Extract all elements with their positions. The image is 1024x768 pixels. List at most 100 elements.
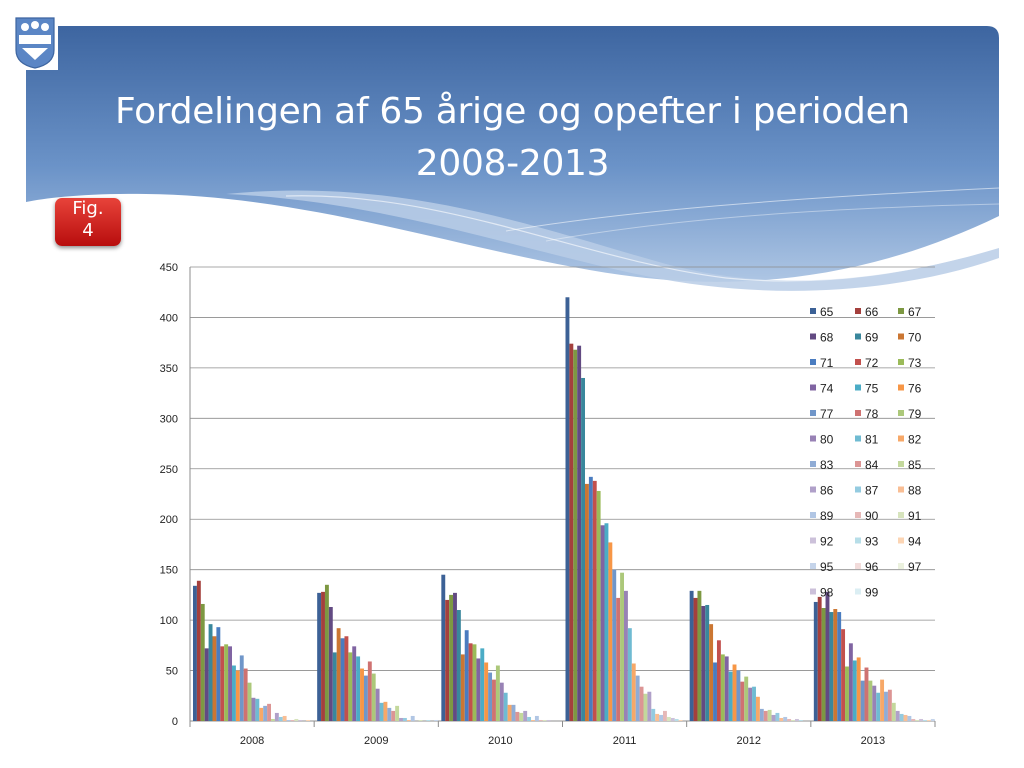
bar — [639, 686, 644, 721]
legend-swatch — [810, 410, 816, 416]
bar — [426, 719, 431, 721]
bar — [573, 349, 578, 721]
bar — [317, 592, 322, 721]
bar — [324, 584, 329, 721]
legend-label: 77 — [820, 407, 834, 421]
bar — [899, 713, 904, 721]
bar — [476, 658, 481, 721]
legend-swatch — [898, 410, 904, 416]
legend-label: 90 — [865, 509, 879, 523]
bar — [791, 719, 795, 721]
bar — [868, 680, 873, 721]
bar — [736, 670, 741, 721]
bar — [523, 710, 528, 721]
legend-swatch — [855, 537, 861, 544]
bar — [647, 691, 652, 721]
bar — [763, 710, 768, 721]
bar — [290, 719, 295, 721]
legend-label: 75 — [865, 382, 879, 396]
legend-label: 69 — [865, 331, 879, 345]
bar — [534, 715, 539, 721]
bar — [748, 687, 753, 721]
bar — [627, 628, 632, 721]
bar — [224, 644, 229, 721]
bar — [360, 668, 364, 721]
bar — [915, 719, 920, 721]
bar — [196, 580, 201, 721]
bar — [531, 719, 535, 721]
legend-swatch — [898, 461, 904, 467]
bar — [255, 698, 260, 721]
y-tick-label: 0 — [172, 716, 178, 728]
bar — [464, 630, 469, 721]
bar — [212, 636, 217, 721]
bar — [352, 646, 357, 721]
bar — [298, 719, 303, 721]
page-title-line-2: 2008-2013 — [415, 143, 610, 184]
bar — [670, 717, 675, 721]
legend-swatch — [898, 537, 904, 544]
legend-swatch — [855, 435, 861, 442]
x-tick-label: 2012 — [737, 735, 761, 747]
bar — [604, 523, 609, 721]
legend-swatch — [810, 588, 816, 595]
bar — [371, 673, 376, 721]
legend-label: 65 — [820, 305, 834, 319]
bar — [794, 718, 799, 721]
bar — [538, 719, 543, 721]
bar — [841, 629, 846, 721]
bar — [837, 612, 842, 721]
bar — [860, 680, 865, 721]
legend-swatch — [810, 435, 816, 442]
bar — [499, 682, 504, 721]
bar — [848, 643, 853, 721]
bar — [779, 717, 784, 721]
y-tick-label: 250 — [160, 464, 178, 476]
bar — [468, 643, 473, 721]
bar — [616, 597, 621, 721]
bar — [243, 668, 248, 721]
legend-label: 72 — [865, 356, 879, 370]
bar — [387, 707, 392, 721]
bar — [208, 624, 213, 721]
bar — [348, 652, 353, 721]
bar — [200, 603, 205, 721]
legend-swatch — [810, 512, 816, 518]
bar — [787, 718, 792, 721]
bar — [856, 657, 861, 721]
bar — [775, 712, 780, 721]
bar — [220, 646, 225, 721]
legend-label: 68 — [820, 331, 834, 345]
y-tick-label: 350 — [160, 363, 178, 375]
legend-swatch — [898, 384, 904, 391]
header-band — [26, 26, 999, 291]
bar — [492, 679, 496, 721]
bar — [216, 627, 221, 721]
legend-swatch — [810, 333, 816, 340]
bar — [449, 594, 454, 721]
x-tick-label: 2009 — [364, 735, 388, 747]
bar — [930, 718, 935, 721]
bar — [678, 719, 683, 721]
bar — [713, 662, 717, 721]
bar — [709, 624, 714, 721]
bar — [744, 676, 749, 721]
bar — [193, 585, 197, 721]
legend-swatch — [855, 308, 861, 314]
logo-icon — [12, 14, 58, 70]
bar — [395, 705, 400, 721]
bar — [441, 574, 446, 721]
bar — [259, 707, 264, 721]
bar — [460, 654, 465, 721]
legend-label: 78 — [865, 407, 879, 421]
bar — [453, 592, 457, 721]
legend-label: 71 — [820, 356, 834, 370]
bar — [716, 640, 721, 721]
bar — [332, 652, 337, 721]
bar — [402, 717, 407, 721]
bar — [693, 597, 698, 721]
legend-swatch — [855, 486, 861, 493]
bar — [445, 599, 450, 721]
bar — [821, 608, 826, 721]
bar — [356, 656, 361, 721]
